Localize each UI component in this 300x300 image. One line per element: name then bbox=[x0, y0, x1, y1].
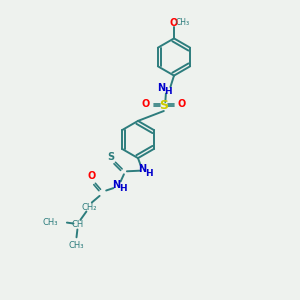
Text: O: O bbox=[142, 99, 150, 109]
Text: CH₃: CH₃ bbox=[69, 241, 84, 250]
Text: O: O bbox=[87, 171, 95, 181]
Text: CH₃: CH₃ bbox=[176, 18, 190, 27]
Text: H: H bbox=[119, 184, 127, 193]
Text: CH₃: CH₃ bbox=[43, 218, 58, 227]
Text: O: O bbox=[169, 18, 178, 28]
Text: S: S bbox=[107, 152, 114, 162]
Text: N: N bbox=[112, 180, 121, 190]
Text: CH₂: CH₂ bbox=[81, 203, 97, 212]
Text: S: S bbox=[159, 99, 168, 112]
Text: H: H bbox=[164, 87, 172, 96]
Text: H: H bbox=[145, 169, 153, 178]
Text: CH: CH bbox=[71, 220, 83, 229]
Text: N: N bbox=[138, 164, 147, 175]
Text: O: O bbox=[178, 99, 186, 109]
Text: N: N bbox=[157, 82, 165, 93]
